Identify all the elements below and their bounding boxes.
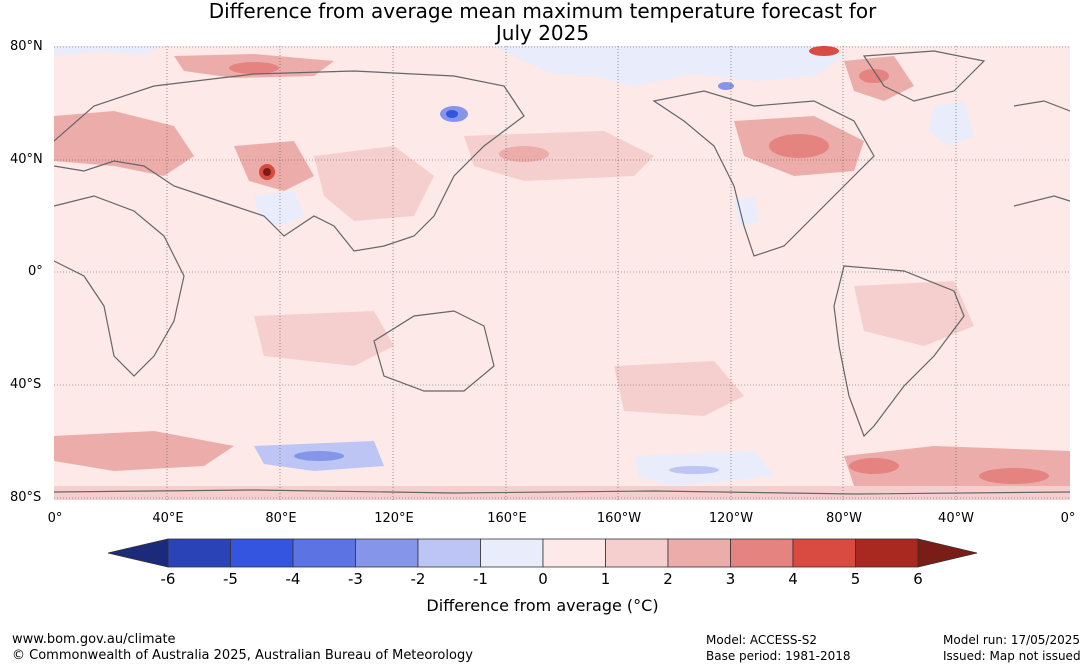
lat-label-80s: 80°S xyxy=(10,490,42,505)
coast-greenland xyxy=(862,50,986,102)
lat-label-40s: 40°S xyxy=(10,377,42,392)
cool-region-pacific xyxy=(734,196,759,226)
coast-australia xyxy=(373,310,495,392)
lat-label-0: 0° xyxy=(28,264,43,279)
lon-label-160w: 160°W xyxy=(596,511,642,526)
colorbar-tick-neg3: -3 xyxy=(348,570,363,588)
warm-spot-north-america xyxy=(769,134,829,158)
cool-region-arctic-east xyxy=(54,46,164,56)
cool-region-india xyxy=(254,191,304,226)
map-background xyxy=(54,46,1070,500)
coast-south-america xyxy=(833,265,965,438)
footer-issued: Issued: Map not issued xyxy=(943,649,1081,663)
colorbar-seg-4 xyxy=(355,538,419,568)
warm-spot-greenland xyxy=(859,69,889,83)
warm-region-north-pacific xyxy=(464,131,654,181)
coast-africa-west xyxy=(1013,195,1070,207)
colorbar-seg-9 xyxy=(667,538,731,568)
colorbar-tick-3: 3 xyxy=(725,570,736,588)
warm-region-central-asia xyxy=(234,141,314,191)
colorbar-seg-8 xyxy=(605,538,669,568)
warm-region-south-pacific xyxy=(614,361,744,416)
colorbar-seg-6 xyxy=(480,538,544,568)
colorbar-tick-neg5: -5 xyxy=(223,570,238,588)
colorbar-seg-2 xyxy=(230,538,294,568)
warm-spot-tibet-core xyxy=(263,168,271,176)
cool-spot-siberia-core xyxy=(446,110,458,118)
coast-africa xyxy=(54,195,185,377)
warm-band-antarctic-edge xyxy=(54,486,1070,500)
colorbar-arrow-right xyxy=(917,538,978,568)
lon-label-80w: 80°W xyxy=(826,511,862,526)
colorbar-title: Difference from average (°C) xyxy=(426,596,659,615)
footer-model: Model: ACCESS-S2 xyxy=(706,633,818,647)
lon-label-0-left: 0° xyxy=(47,511,63,526)
colorbar-seg-1 xyxy=(167,538,231,568)
warm-band-southern-right xyxy=(844,446,1070,498)
lon-label-0-right: 0° xyxy=(1060,511,1076,526)
colorbar-seg-3 xyxy=(292,538,356,568)
gridlines xyxy=(54,46,1070,500)
colorbar-tick-neg1: -1 xyxy=(473,570,488,588)
colorbar-seg-10 xyxy=(730,538,794,568)
title-line-2: July 2025 xyxy=(495,21,590,45)
warm-spot-siberia-north xyxy=(229,62,279,74)
warm-spot-north-pole xyxy=(809,46,839,56)
colorbar-tick-6: 6 xyxy=(913,570,923,588)
warm-band-southern-left xyxy=(54,431,234,471)
lon-label-160e: 160°E xyxy=(487,511,527,526)
footer-base-period: Base period: 1981-2018 xyxy=(706,649,851,663)
colorbar-tick-0: 0 xyxy=(538,570,548,588)
cool-spot-alaska xyxy=(718,82,734,90)
colorbar-tick-1: 1 xyxy=(600,570,611,588)
coastlines xyxy=(54,50,1070,495)
lat-label-80n: 80°N xyxy=(10,39,43,54)
cool-spot-antarctic-pacific xyxy=(669,466,719,474)
forecast-map xyxy=(54,46,1070,500)
colorbar-tick-5: 5 xyxy=(850,570,861,588)
warm-region-east-asia xyxy=(314,146,434,221)
cool-region-arctic xyxy=(494,46,844,86)
lon-label-80e: 80°E xyxy=(265,511,297,526)
footer-url[interactable]: www.bom.gov.au/climate xyxy=(12,632,176,647)
lon-label-40e: 40°E xyxy=(152,511,184,526)
warm-region-south-atlantic xyxy=(854,281,974,346)
colorbar-arrow-left xyxy=(107,538,169,568)
coast-eurasia xyxy=(54,70,525,252)
warm-spot-southern-1 xyxy=(849,458,899,474)
warm-spot-southern-2 xyxy=(979,468,1049,484)
colorbar-tick-neg2: -2 xyxy=(410,570,426,588)
cool-region-atlantic xyxy=(929,101,974,146)
colorbar-seg-11 xyxy=(792,538,856,568)
warm-spot-north-pacific xyxy=(499,146,549,162)
colorbar-tick-4: 4 xyxy=(788,570,798,588)
warm-region-indian-ocean xyxy=(254,311,394,366)
lon-label-40w: 40°W xyxy=(938,511,974,526)
colorbar-tick-2: 2 xyxy=(663,570,673,588)
map-title: Difference from average mean maximum tem… xyxy=(0,0,1085,44)
colorbar-seg-12 xyxy=(855,538,919,568)
coast-antarctica xyxy=(54,489,1070,495)
title-line-1: Difference from average mean maximum tem… xyxy=(208,0,877,23)
lat-label-40n: 40°N xyxy=(10,152,43,167)
colorbar xyxy=(107,538,978,568)
lon-label-120e: 120°E xyxy=(374,511,414,526)
colorbar-seg-5 xyxy=(417,538,481,568)
colorbar-tick-neg6: -6 xyxy=(160,570,176,588)
colorbar-tick-neg4: -4 xyxy=(285,570,301,588)
colorbar-seg-7 xyxy=(542,538,606,568)
footer-model-run: Model run: 17/05/2025 xyxy=(943,633,1081,647)
lon-label-120w: 120°W xyxy=(708,511,754,526)
footer-copyright: © Commonwealth of Australia 2025, Austra… xyxy=(12,648,473,663)
coast-north-america xyxy=(652,90,875,257)
coast-europe-west xyxy=(1013,100,1070,112)
cool-spot-antarctic xyxy=(294,451,344,461)
